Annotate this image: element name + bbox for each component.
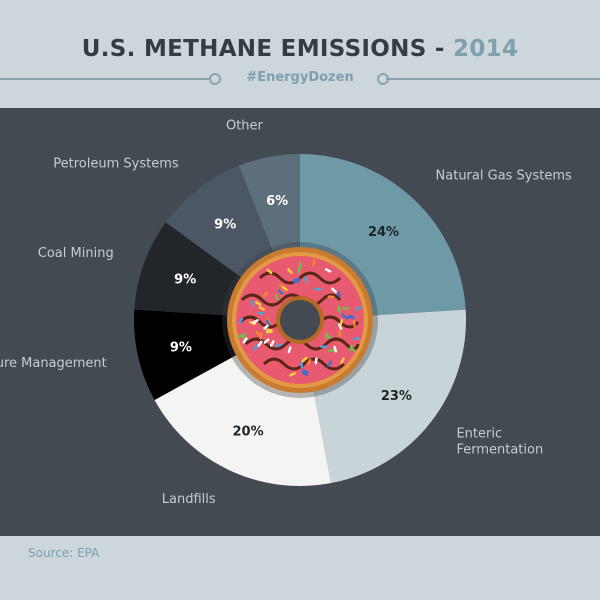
sprinkle bbox=[338, 330, 342, 338]
value-label-landfills: 20% bbox=[232, 424, 263, 439]
sprinkle bbox=[262, 291, 269, 298]
category-label-coal-mining: Coal Mining bbox=[38, 246, 114, 261]
sprinkle bbox=[325, 333, 332, 339]
category-label-landfills: Landfills bbox=[162, 492, 216, 507]
doughnut-sprinkles bbox=[237, 259, 362, 377]
sprinkle bbox=[328, 348, 336, 353]
sprinkle bbox=[257, 340, 263, 347]
sprinkle bbox=[326, 360, 332, 367]
sprinkle bbox=[289, 372, 296, 377]
value-label-other: 6% bbox=[266, 194, 288, 209]
sprinkle bbox=[333, 345, 338, 353]
sprinkle bbox=[312, 259, 316, 267]
header-rule-dot-left bbox=[209, 73, 221, 85]
value-label-enteric-fermentation: 23% bbox=[381, 389, 412, 404]
category-label-manure-management: Manure Management bbox=[0, 356, 107, 371]
pie-value-labels: 24% 23% 20% 9% 9% 9% 6% bbox=[170, 194, 412, 439]
sprinkle bbox=[331, 287, 337, 294]
sprinkle bbox=[266, 319, 271, 327]
chart-panel: 24% 23% 20% 9% 9% 9% 6% Natural Gas Systems Ent… bbox=[0, 108, 600, 536]
sprinkle bbox=[340, 357, 345, 364]
chart-header: U.S. METHANE EMISSIONS - 2014 #EnergyDoz… bbox=[0, 0, 600, 108]
value-label-natural-gas-systems: 24% bbox=[368, 225, 399, 240]
sprinkle bbox=[293, 277, 301, 282]
sprinkle bbox=[349, 346, 356, 352]
category-label-petroleum-systems: Petroleum Systems bbox=[53, 157, 179, 172]
sprinkle bbox=[238, 317, 244, 325]
sprinkle bbox=[314, 287, 322, 291]
sprinkle bbox=[302, 369, 309, 374]
sprinkle bbox=[301, 356, 308, 363]
source-value: EPA bbox=[77, 546, 100, 560]
sprinkle bbox=[252, 319, 259, 324]
sprinkle bbox=[337, 323, 343, 330]
pie-category-labels: Natural Gas Systems Enteric Fermentation La… bbox=[0, 119, 572, 508]
sprinkle bbox=[254, 300, 262, 306]
sprinkle bbox=[354, 306, 362, 311]
sprinkle bbox=[275, 343, 283, 348]
sprinkle bbox=[314, 357, 318, 365]
sprinkle bbox=[303, 276, 309, 283]
sprinkle bbox=[287, 346, 292, 354]
sprinkle bbox=[257, 311, 265, 315]
sprinkle bbox=[301, 371, 309, 376]
sprinkle bbox=[259, 332, 263, 340]
sprinkle bbox=[263, 338, 270, 344]
sprinkle bbox=[255, 330, 262, 337]
sprinkle bbox=[341, 313, 348, 320]
header-rule-left bbox=[0, 78, 212, 80]
sprinkle bbox=[299, 261, 302, 269]
sprinkle bbox=[341, 306, 349, 310]
value-label-coal-mining: 9% bbox=[174, 273, 196, 288]
sprinkle bbox=[274, 294, 279, 301]
sprinkle bbox=[348, 314, 355, 320]
sprinkle bbox=[250, 299, 255, 307]
sprinkle bbox=[337, 305, 341, 313]
title-text: U.S. METHANE EMISSIONS - bbox=[81, 36, 454, 62]
sprinkle bbox=[324, 268, 332, 273]
sprinkle bbox=[237, 333, 245, 338]
sprinkle bbox=[339, 318, 344, 326]
source-note: Source: EPA bbox=[28, 546, 99, 560]
sprinkle bbox=[337, 290, 341, 298]
category-label-natural-gas-systems: Natural Gas Systems bbox=[436, 169, 573, 184]
sprinkle bbox=[287, 268, 293, 274]
title-year: 2014 bbox=[453, 36, 519, 62]
sprinkle bbox=[320, 345, 328, 348]
sprinkle bbox=[242, 332, 246, 340]
pie-chart: 24% 23% 20% 9% 9% 9% 6% Natural Gas Systems Ent… bbox=[0, 119, 572, 508]
doughnut-illustration bbox=[222, 242, 378, 398]
sprinkle bbox=[306, 358, 312, 366]
sprinkle bbox=[281, 286, 288, 292]
hashtag: #EnergyDozen bbox=[246, 70, 354, 85]
sprinkle bbox=[300, 361, 303, 369]
sprinkle bbox=[266, 268, 273, 275]
sprinkle bbox=[352, 319, 356, 327]
header-rule-right bbox=[386, 78, 600, 80]
sprinkle bbox=[353, 337, 361, 341]
source-label: Source: bbox=[28, 546, 74, 560]
category-label-enteric-fermentation: Enteric Fermentation bbox=[456, 426, 543, 457]
sprinkle bbox=[258, 306, 265, 311]
category-label-other: Other bbox=[226, 119, 264, 134]
sprinkle bbox=[327, 295, 335, 299]
sprinkle bbox=[265, 330, 273, 334]
sprinkle bbox=[242, 337, 248, 344]
chart-title: U.S. METHANE EMISSIONS - 2014 bbox=[0, 36, 600, 62]
value-label-petroleum-systems: 9% bbox=[214, 218, 236, 233]
sprinkle bbox=[269, 340, 275, 347]
value-label-manure-management: 9% bbox=[170, 341, 192, 356]
sprinkle bbox=[263, 324, 270, 330]
sprinkle bbox=[253, 344, 258, 351]
sprinkle bbox=[277, 289, 284, 295]
